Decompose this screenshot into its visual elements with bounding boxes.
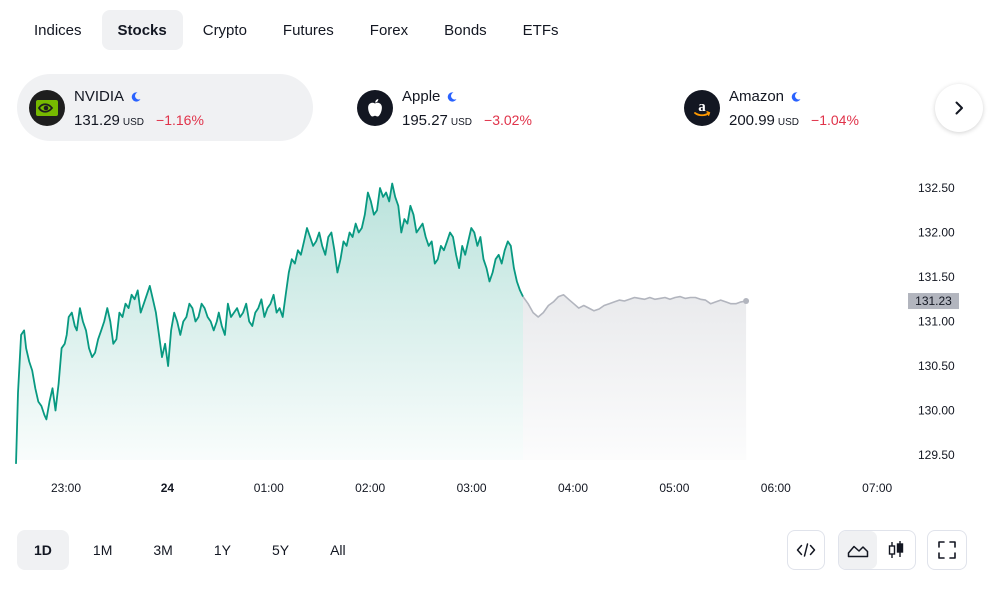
x-tick-label: 02:00 [355, 481, 385, 495]
range-all[interactable]: All [330, 542, 346, 558]
symbol-name: Apple [402, 88, 441, 105]
tab-crypto[interactable]: Crypto [202, 21, 247, 39]
candlestick-icon [888, 541, 904, 558]
x-tick-label: 06:00 [761, 481, 791, 495]
area-chart-button[interactable] [839, 531, 877, 569]
y-tick-label: 131.50 [918, 270, 955, 284]
current-price-label: 131.23 [915, 294, 952, 308]
y-tick-label: 130.00 [918, 404, 955, 418]
x-tick-label: 23:00 [51, 481, 81, 495]
tab-bonds[interactable]: Bonds [444, 21, 487, 39]
tab-stocks[interactable]: Stocks [101, 10, 183, 50]
range-selector: 1D 1M 3M 1Y 5Y All [17, 530, 370, 570]
apple-logo-icon [357, 89, 393, 126]
symbol-currency: USD [777, 116, 800, 128]
y-tick-label: 131.00 [918, 315, 955, 329]
range-1m[interactable]: 1M [92, 542, 113, 558]
candlestick-chart-button[interactable] [877, 531, 915, 569]
amazon-logo-icon: a [684, 89, 720, 126]
regular-session-line [15, 182, 524, 464]
extended-session-line [522, 294, 747, 318]
range-1y[interactable]: 1Y [213, 542, 231, 558]
embed-button[interactable] [787, 530, 825, 570]
symbol-change: −1.16% [156, 111, 204, 128]
nvidia-logo-icon [29, 89, 65, 126]
svg-text:a: a [698, 99, 706, 115]
symbol-currency: USD [450, 116, 473, 128]
tab-etfs[interactable]: ETFs [522, 21, 559, 39]
symbol-change: −1.04% [811, 111, 859, 128]
regular-session-area [16, 183, 523, 464]
current-price-badge [908, 293, 959, 310]
moon-icon [131, 91, 141, 102]
symbol-card-nvidia[interactable]: NVIDIA 131.29 USD −1.16% [17, 74, 313, 141]
y-tick-label: 130.50 [918, 359, 955, 373]
symbol-name: Amazon [729, 88, 785, 105]
area-chart-icon [847, 545, 869, 558]
extended-session-area [523, 294, 747, 460]
chevron-right-icon [955, 101, 963, 115]
tab-forex[interactable]: Forex [369, 21, 409, 39]
symbol-price: 131.29 [74, 111, 120, 129]
x-tick-label: 05:00 [659, 481, 689, 495]
symbol-price: 195.27 [402, 111, 448, 129]
symbol-currency: USD [122, 116, 145, 128]
symbol-card-amazon[interactable]: a Amazon 200.99 USD −1.04% [672, 74, 912, 141]
moon-icon [791, 91, 801, 102]
market-tabs: Indices Stocks Crypto Futures Forex Bond… [18, 10, 579, 50]
range-3m[interactable]: 3M [153, 542, 173, 558]
last-price-dot [743, 298, 750, 305]
y-tick-label: 132.00 [918, 226, 955, 240]
symbol-name: NVIDIA [74, 88, 125, 105]
fullscreen-icon [938, 541, 956, 559]
x-tick-label: 07:00 [862, 481, 892, 495]
symbol-card-apple[interactable]: Apple 195.27 USD −3.02% [345, 74, 585, 141]
y-tick-label: 129.50 [918, 448, 955, 462]
tab-indices[interactable]: Indices [34, 21, 82, 39]
x-tick-label: 03:00 [457, 481, 487, 495]
x-tick-label: 24 [161, 481, 175, 495]
symbol-price: 200.99 [729, 111, 775, 129]
moon-icon [448, 91, 457, 102]
code-icon [796, 543, 816, 557]
y-tick-label: 132.50 [918, 181, 955, 195]
x-tick-label: 01:00 [254, 481, 284, 495]
chart-type-toggle [838, 530, 916, 570]
symbol-cards: NVIDIA 131.29 USD −1.16% Apple 195.27 [17, 74, 977, 142]
tab-futures[interactable]: Futures [282, 21, 334, 39]
fullscreen-button[interactable] [927, 530, 967, 570]
x-tick-label: 04:00 [558, 481, 588, 495]
range-1d[interactable]: 1D [17, 530, 69, 570]
price-chart[interactable]: 132.50 132.00 131.50 131.00 130.50 130.00 129.… [0, 150, 990, 510]
next-symbols-button[interactable] [935, 84, 983, 132]
range-5y[interactable]: 5Y [271, 542, 290, 558]
symbol-change: −3.02% [484, 111, 532, 128]
